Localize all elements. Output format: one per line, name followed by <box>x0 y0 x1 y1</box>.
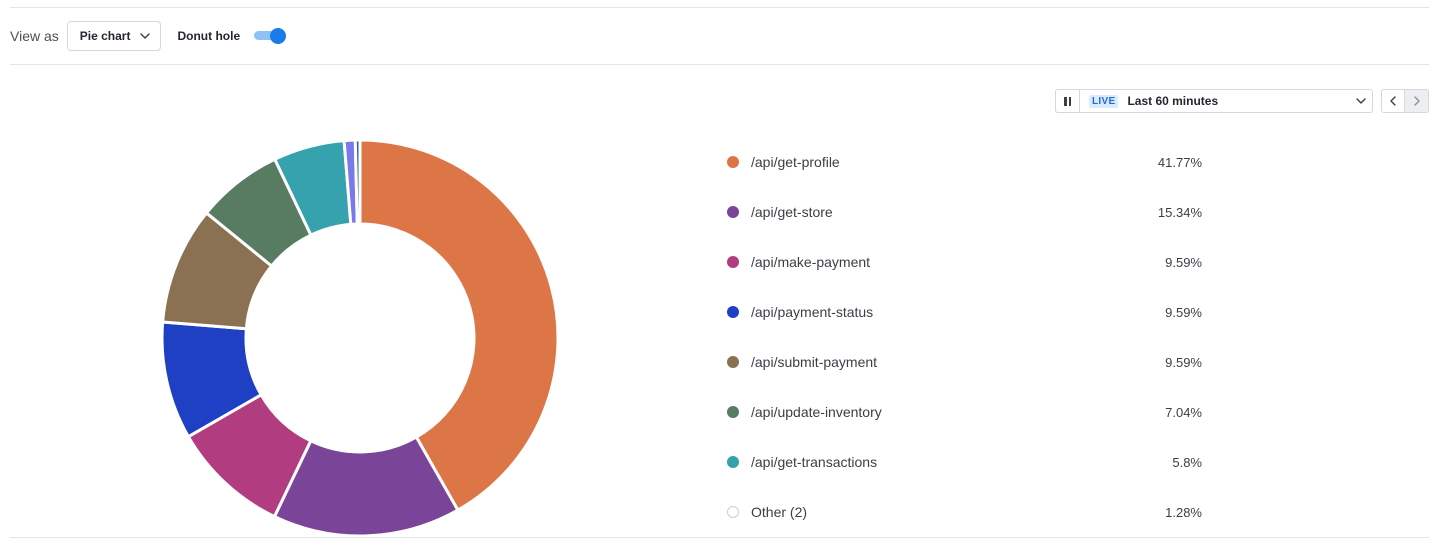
legend-item[interactable]: Other (2) 1.28% <box>727 487 1207 537</box>
donut-hole-toggle[interactable] <box>252 26 288 46</box>
legend-label: /api/payment-status <box>751 304 874 320</box>
legend-value: 7.04% <box>1165 404 1202 420</box>
legend-label: Other (2) <box>751 504 808 520</box>
legend-label: /api/get-transactions <box>751 454 878 470</box>
legend-color-dot <box>727 406 739 418</box>
donut-hole-label: Donut hole <box>177 29 241 43</box>
legend-value: 9.59% <box>1165 304 1202 320</box>
legend-value: 15.34% <box>1157 204 1202 220</box>
legend-label: /api/get-store <box>751 204 833 220</box>
view-type-select[interactable]: Pie chart <box>66 21 162 51</box>
legend-item[interactable]: /api/submit-payment 9.59% <box>727 337 1207 387</box>
legend-item[interactable]: /api/get-transactions 5.8% <box>727 437 1207 487</box>
chart-toolbar: View as Pie chart Donut hole <box>10 20 288 52</box>
pause-icon <box>1063 96 1072 106</box>
legend-label: /api/submit-payment <box>751 354 878 370</box>
chevron-down-icon <box>140 33 151 39</box>
legend-value: 41.77% <box>1157 154 1202 170</box>
chevron-left-icon <box>1390 96 1396 106</box>
legend-label: /api/get-profile <box>751 154 840 170</box>
legend-color-dot <box>727 506 739 518</box>
bottom-divider <box>10 537 1429 538</box>
legend-color-dot <box>727 206 739 218</box>
time-navigation <box>1381 89 1429 113</box>
legend-item[interactable]: /api/payment-status 9.59% <box>727 287 1207 337</box>
legend-item[interactable]: /api/make-payment 9.59% <box>727 237 1207 287</box>
pie-slice-api-get-profile[interactable] <box>358 138 560 512</box>
chart-legend: /api/get-profile 41.77% /api/get-store 15.3… <box>727 137 1207 537</box>
legend-color-dot <box>727 456 739 468</box>
next-range-button[interactable] <box>1405 89 1429 113</box>
view-type-value: Pie chart <box>79 29 131 43</box>
live-badge: LIVE <box>1089 94 1119 108</box>
pause-button[interactable] <box>1056 90 1080 112</box>
legend-value: 1.28% <box>1165 504 1202 520</box>
donut-chart <box>160 138 560 538</box>
chevron-down-icon <box>1356 98 1366 104</box>
legend-item[interactable]: /api/get-profile 41.77% <box>727 137 1207 187</box>
toggle-knob <box>270 28 287 44</box>
view-as-label: View as <box>10 28 59 44</box>
time-range-value: Last 60 minutes <box>1127 94 1219 108</box>
legend-color-dot <box>727 306 739 318</box>
legend-color-dot <box>727 256 739 268</box>
time-range-picker[interactable]: LIVE Last 60 minutes <box>1055 89 1373 113</box>
toggle-track <box>254 31 285 40</box>
legend-label: /api/make-payment <box>751 254 871 270</box>
legend-value: 9.59% <box>1165 254 1202 270</box>
pie-slice-other-part-2[interactable] <box>353 138 362 226</box>
legend-item[interactable]: /api/update-inventory 7.04% <box>727 387 1207 437</box>
legend-value: 9.59% <box>1165 354 1202 370</box>
previous-range-button[interactable] <box>1381 89 1405 113</box>
chevron-right-icon <box>1413 96 1420 106</box>
legend-color-dot <box>727 356 739 368</box>
legend-color-dot <box>727 156 739 168</box>
top-divider <box>10 7 1429 8</box>
legend-label: /api/update-inventory <box>751 404 882 420</box>
toolbar-divider <box>10 64 1429 65</box>
legend-value: 5.8% <box>1172 454 1202 470</box>
legend-item[interactable]: /api/get-store 15.34% <box>727 187 1207 237</box>
